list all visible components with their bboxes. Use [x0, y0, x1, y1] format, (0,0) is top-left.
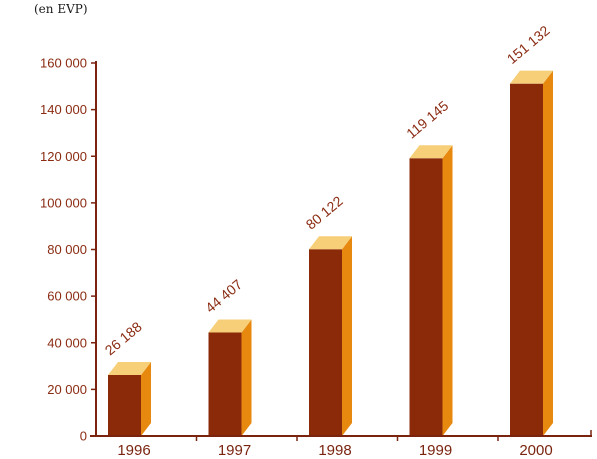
bar-top-face — [409, 145, 453, 159]
y-tick-label: 60 000 — [47, 289, 87, 304]
bar-top-face — [108, 361, 151, 375]
bar-top-face — [309, 236, 352, 250]
bar-side-face — [543, 70, 553, 436]
x-tick-label: 2000 — [519, 442, 552, 459]
unit-label: (en EVP) — [34, 2, 88, 16]
x-axis-ticks: 1996 1997 1998 1999 2000 — [117, 430, 592, 459]
bar-top-face — [208, 319, 252, 333]
y-axis-ticks: 0 20 000 40 000 60 000 80 000 100 000 120 000 1… — [40, 56, 96, 444]
bar-front-face — [409, 158, 443, 436]
bar-1996 — [108, 361, 151, 436]
x-tick-label: 1997 — [218, 442, 251, 459]
data-label: 151 132 — [504, 22, 553, 67]
bar-front-face — [208, 332, 242, 436]
bar-1999 — [409, 145, 453, 436]
data-label: 80 122 — [303, 193, 346, 233]
y-tick-label: 40 000 — [47, 335, 87, 350]
bar-1998 — [309, 236, 352, 436]
bar-front-face — [108, 374, 141, 436]
x-tick-label: 1999 — [419, 442, 452, 459]
data-label: 119 145 — [403, 97, 451, 141]
y-tick-label: 100 000 — [40, 195, 87, 210]
bar-side-face — [342, 236, 352, 436]
bar-front-face — [510, 83, 543, 436]
y-tick-label: 120 000 — [40, 149, 87, 164]
x-tick-label: 1996 — [117, 442, 150, 459]
bar-side-face — [141, 361, 151, 436]
bar-2000 — [510, 70, 553, 436]
y-tick-label: 160 000 — [40, 56, 87, 71]
x-tick-label: 1998 — [318, 442, 351, 459]
bar-side-face — [442, 145, 453, 436]
y-tick-label: 0 — [80, 429, 87, 444]
y-tick-label: 140 000 — [40, 102, 87, 117]
bar-side-face — [241, 319, 252, 436]
y-tick-label: 80 000 — [47, 242, 87, 257]
bar-top-face — [510, 70, 553, 84]
bars — [108, 70, 553, 436]
bar-1997 — [208, 319, 252, 436]
y-tick-label: 20 000 — [47, 382, 87, 397]
data-label: 44 407 — [202, 276, 245, 316]
bar-front-face — [309, 249, 342, 436]
data-label: 26 188 — [102, 318, 145, 358]
